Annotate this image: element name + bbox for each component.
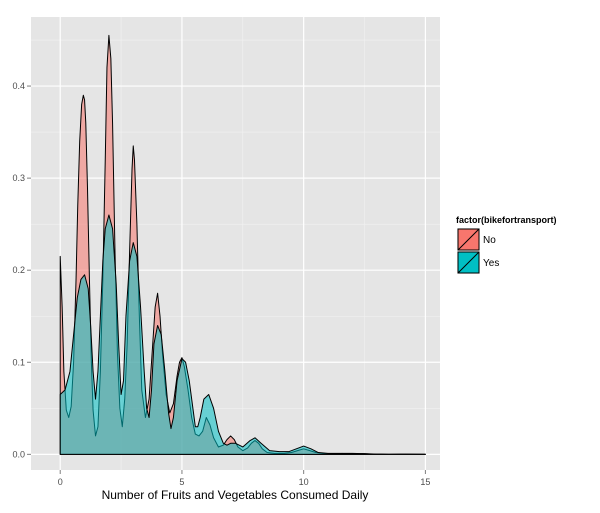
x-axis-title: Number of Fruits and Vegetables Consumed… bbox=[102, 488, 369, 502]
y-tick-label: 0.1 bbox=[12, 357, 25, 367]
legend-key-slash bbox=[457, 251, 480, 274]
x-tick-label: 5 bbox=[179, 477, 184, 487]
y-tick-label: 0.0 bbox=[12, 449, 25, 459]
y-tick-label: 0.4 bbox=[12, 81, 25, 91]
legend-label: No bbox=[483, 235, 496, 246]
legend-key-slash bbox=[457, 228, 480, 251]
x-tick-label: 10 bbox=[299, 477, 309, 487]
x-tick-label: 15 bbox=[420, 477, 430, 487]
density-area-yes bbox=[59, 214, 426, 455]
legend-label: Yes bbox=[483, 258, 499, 269]
x-tick-label: 0 bbox=[58, 477, 63, 487]
y-tick-label: 0.2 bbox=[12, 265, 25, 275]
x-axis-ticks: 0 5 10 15 bbox=[58, 470, 430, 487]
legend-items: No Yes bbox=[457, 228, 499, 274]
legend: factor(bikefortransport) No Yes bbox=[456, 215, 557, 274]
y-axis-ticks: 0.0 0.1 0.2 0.3 0.4 bbox=[12, 81, 31, 459]
series-layer bbox=[59, 34, 426, 455]
legend-item-no: No bbox=[457, 228, 496, 251]
legend-item-yes: Yes bbox=[457, 251, 499, 274]
legend-title: factor(bikefortransport) bbox=[456, 215, 557, 225]
y-tick-label: 0.3 bbox=[12, 173, 25, 183]
